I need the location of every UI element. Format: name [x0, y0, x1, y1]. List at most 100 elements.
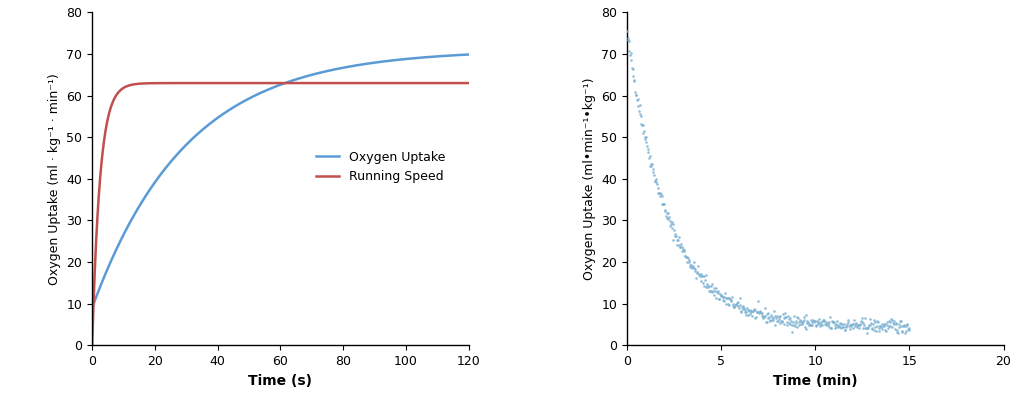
Point — [729, 300, 745, 307]
Point — [842, 325, 858, 332]
Point — [770, 316, 786, 323]
Point — [709, 289, 725, 296]
Point — [888, 321, 904, 327]
Point — [703, 288, 720, 295]
Point — [636, 134, 652, 140]
Point — [733, 308, 750, 315]
Point — [694, 273, 711, 280]
Point — [648, 176, 665, 182]
Point — [691, 273, 708, 279]
Point — [803, 322, 819, 328]
Legend: Oxygen Uptake, Running Speed: Oxygen Uptake, Running Speed — [310, 144, 452, 189]
Point — [695, 279, 712, 286]
Point — [880, 321, 896, 328]
Point — [640, 149, 656, 156]
Point — [777, 310, 794, 316]
Point — [660, 214, 677, 220]
Point — [845, 325, 861, 331]
Point — [697, 272, 714, 279]
Point — [682, 264, 698, 270]
Point — [712, 291, 728, 297]
Point — [743, 313, 760, 319]
Point — [893, 317, 909, 324]
Point — [793, 318, 809, 325]
Point — [729, 303, 745, 309]
Point — [796, 314, 812, 321]
Point — [823, 317, 840, 324]
Point — [790, 315, 806, 321]
Oxygen Uptake — [259, 88, 271, 93]
Point — [628, 92, 644, 98]
Point — [657, 208, 674, 214]
Point — [659, 210, 676, 216]
Point — [860, 324, 877, 331]
Point — [864, 326, 881, 332]
Point — [693, 272, 710, 279]
Point — [776, 321, 793, 328]
Point — [756, 314, 772, 321]
Point — [737, 309, 754, 316]
Point — [748, 313, 764, 320]
Point — [794, 319, 810, 325]
Point — [668, 233, 684, 240]
Oxygen Uptake — [452, 53, 464, 58]
Point — [798, 312, 814, 319]
Point — [889, 329, 905, 335]
Point — [719, 295, 735, 301]
Point — [633, 121, 649, 128]
Point — [720, 300, 736, 307]
Point — [623, 50, 639, 57]
Point — [838, 324, 854, 331]
Point — [751, 298, 767, 305]
Point — [831, 323, 848, 330]
Point — [891, 321, 907, 327]
Point — [620, 37, 636, 43]
Line: Oxygen Uptake: Oxygen Uptake — [92, 55, 469, 308]
Point — [800, 318, 816, 324]
Point — [835, 323, 851, 330]
Point — [823, 325, 840, 332]
Point — [844, 321, 860, 328]
Point — [680, 255, 696, 262]
Point — [807, 318, 823, 325]
Point — [809, 318, 825, 325]
Point — [831, 320, 848, 327]
Point — [640, 145, 656, 152]
Point — [817, 321, 834, 327]
Point — [770, 318, 786, 325]
Point — [759, 319, 775, 325]
Running Speed — [105, 103, 118, 108]
Point — [803, 317, 819, 323]
Point — [732, 302, 749, 309]
Point — [700, 288, 717, 294]
Point — [785, 322, 802, 329]
Running Speed — [86, 343, 98, 348]
Point — [632, 102, 648, 109]
Point — [696, 277, 713, 283]
Point — [880, 325, 896, 332]
Point — [762, 316, 778, 323]
Point — [723, 297, 739, 303]
Point — [829, 322, 846, 328]
Point — [863, 319, 880, 326]
Point — [621, 38, 637, 44]
Point — [622, 52, 638, 59]
Point — [763, 312, 779, 319]
Point — [806, 319, 822, 326]
Point — [779, 319, 796, 326]
Point — [840, 319, 856, 326]
Point — [632, 111, 648, 117]
Point — [698, 282, 715, 289]
Point — [760, 310, 776, 316]
Point — [816, 316, 833, 323]
Point — [654, 201, 671, 207]
Point — [808, 322, 824, 329]
Point — [695, 272, 712, 279]
Point — [824, 319, 841, 325]
Point — [717, 290, 733, 296]
Point — [730, 298, 746, 305]
Point — [725, 303, 741, 310]
Point — [855, 319, 871, 326]
Point — [888, 319, 904, 326]
Point — [847, 321, 863, 327]
